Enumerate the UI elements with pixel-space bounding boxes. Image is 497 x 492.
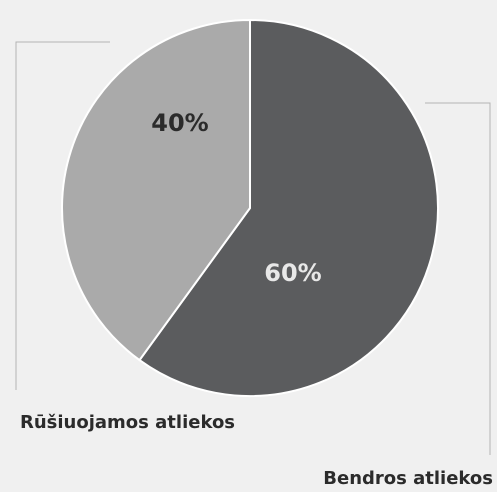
legend-label-bendros: Bendros atliekos: [323, 468, 493, 489]
legend-label-rusiuojamos: Rūšiuojamos atliekos: [20, 412, 235, 433]
pie-slice-rusiuojamos: [61, 18, 251, 362]
slice-label-rusiuojamos: 40%: [151, 109, 208, 137]
leader-line-rusiuojamos: [15, 41, 110, 390]
pie-slice-bendros: [138, 18, 439, 397]
leader-line-bendros: [425, 102, 491, 455]
slice-label-bendros: 60%: [264, 259, 321, 287]
pie-slices: [61, 18, 439, 397]
